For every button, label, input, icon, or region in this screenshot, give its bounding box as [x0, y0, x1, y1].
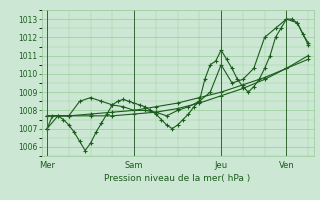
X-axis label: Pression niveau de la mer( hPa ): Pression niveau de la mer( hPa )	[104, 174, 251, 183]
